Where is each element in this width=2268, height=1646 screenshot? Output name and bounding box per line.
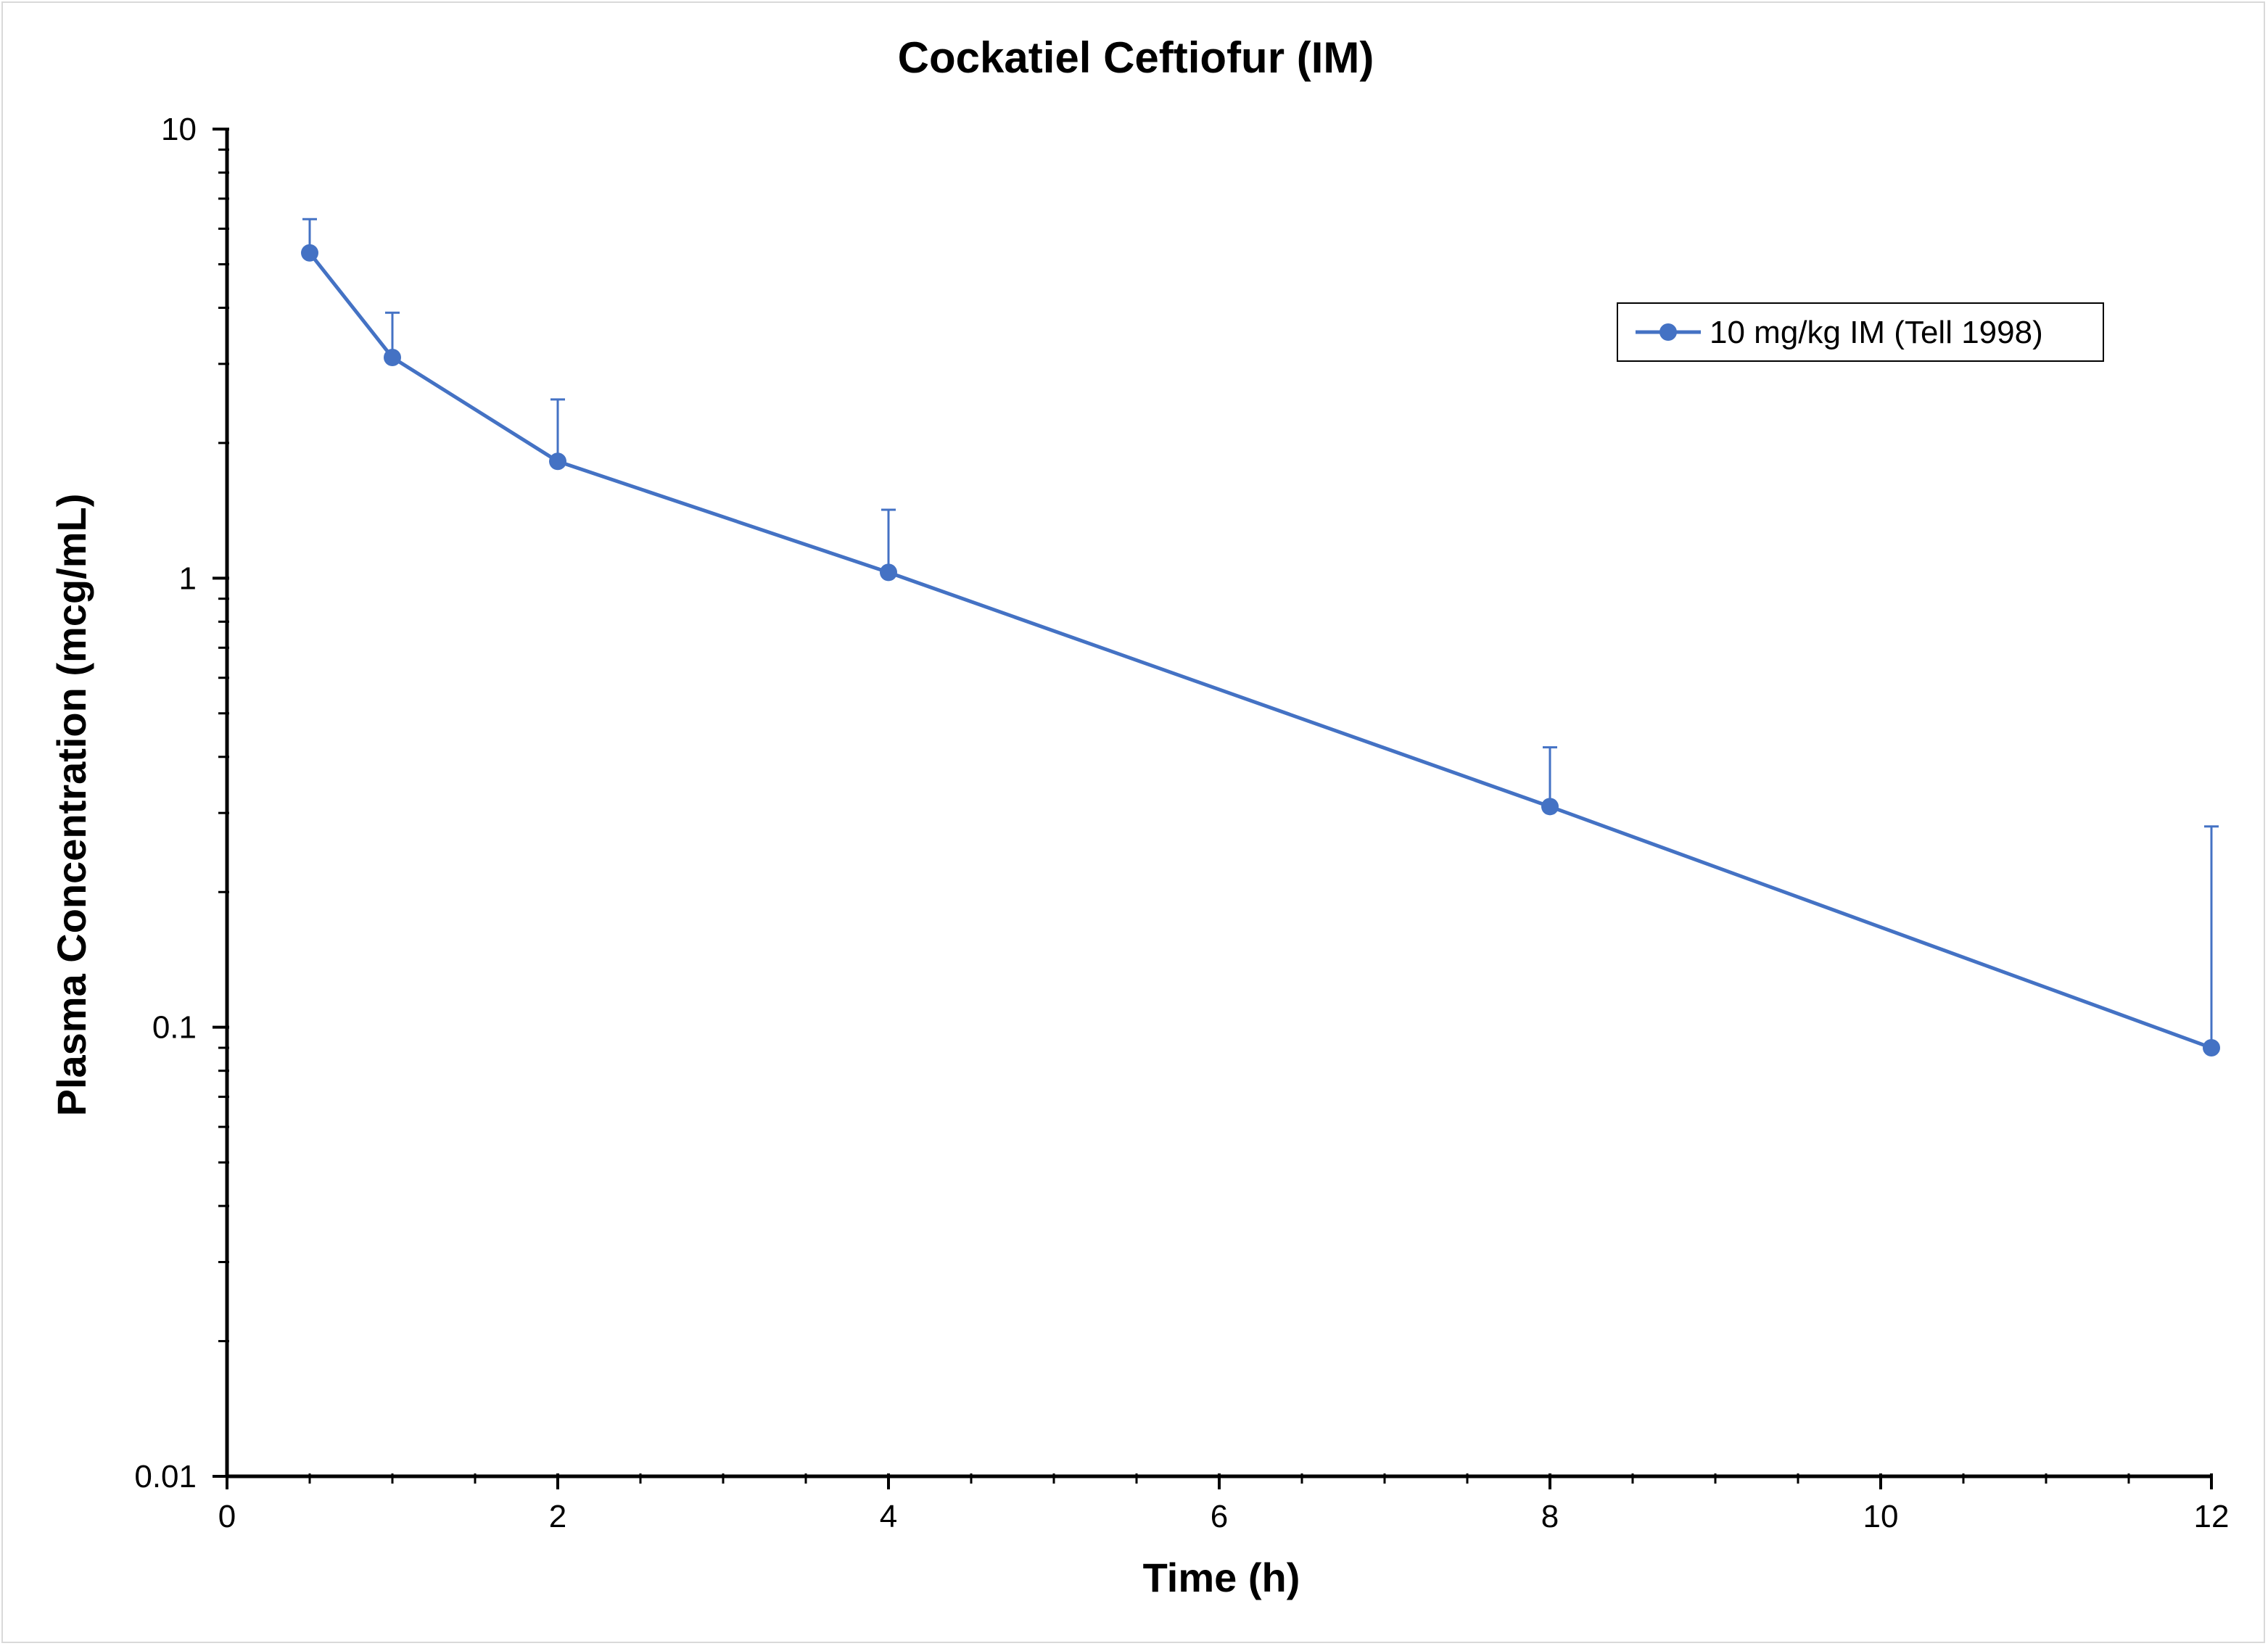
y-tick-label: 10 bbox=[161, 112, 197, 147]
data-point bbox=[549, 452, 566, 471]
x-axis-title: Time (h) bbox=[1143, 1555, 1300, 1600]
data-point bbox=[384, 349, 401, 367]
legend-box bbox=[1617, 302, 2104, 362]
series-line bbox=[308, 252, 2212, 1050]
y-tick-label: 1 bbox=[179, 561, 197, 596]
axes: 0 2 4 6 8 10 12 0.01 0.1 1 10 bbox=[134, 112, 2229, 1534]
data-point bbox=[301, 244, 318, 262]
x-tick-label: 0 bbox=[218, 1499, 236, 1534]
legend: 10 mg/kg IM (Tell 1998) bbox=[1617, 302, 2104, 362]
legend-label: 10 mg/kg IM (Tell 1998) bbox=[1710, 315, 2043, 350]
x-tick-label: 4 bbox=[880, 1499, 897, 1534]
chart-title: Cockatiel Ceftiofur (IM) bbox=[898, 33, 1374, 82]
y-axis-title: Plasma Concentration (mcg/mL) bbox=[49, 494, 94, 1117]
x-tick-label: 2 bbox=[549, 1499, 566, 1534]
data-point bbox=[2203, 1039, 2220, 1057]
x-tick-label: 8 bbox=[1541, 1499, 1559, 1534]
y-tick-label: 0.01 bbox=[134, 1459, 197, 1494]
error-bars bbox=[302, 218, 2219, 1049]
y-tick-label: 0.1 bbox=[152, 1010, 197, 1046]
data-point bbox=[880, 563, 897, 582]
x-tick-label: 12 bbox=[2194, 1499, 2230, 1534]
legend-point-marker bbox=[1659, 323, 1677, 341]
data-point bbox=[1541, 798, 1559, 816]
x-tick-label: 6 bbox=[1211, 1499, 1228, 1534]
x-tick-label: 10 bbox=[1863, 1499, 1899, 1534]
series-group bbox=[301, 244, 2220, 1057]
